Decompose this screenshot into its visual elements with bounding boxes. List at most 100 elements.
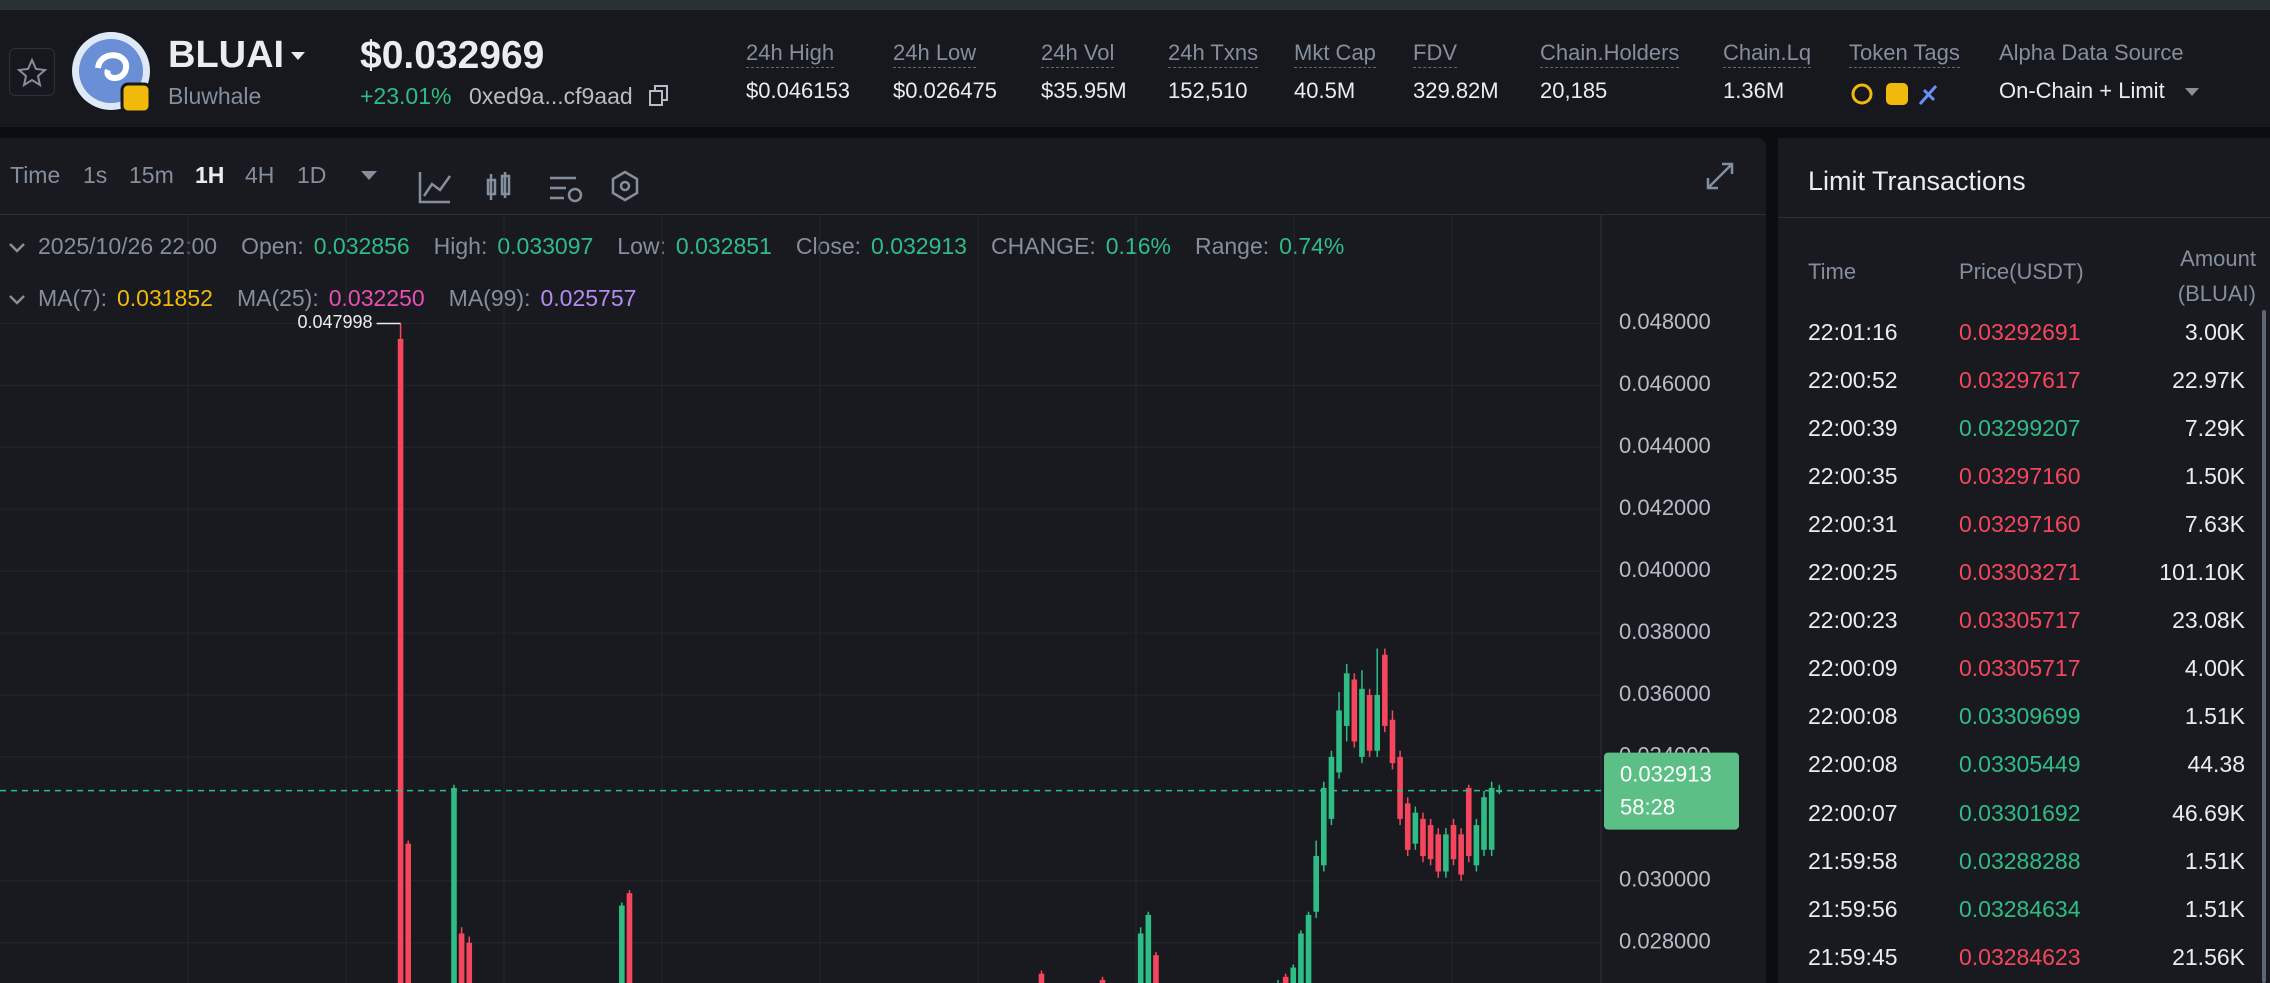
candle-body [1488, 787, 1495, 850]
legend-label: Close: [795, 233, 862, 259]
trade-price: 0.03292691 [1959, 318, 2081, 345]
trade-price: 0.03297617 [1959, 366, 2081, 393]
interval-caret [361, 171, 377, 180]
ma-value: 0.031852 [117, 285, 213, 311]
trade-time: 22:00:52 [1808, 366, 1898, 393]
legend-carets [9, 243, 25, 305]
stat-label-text: Mkt Cap [1294, 40, 1376, 68]
candle-body [1412, 812, 1419, 844]
legend-label: CHANGE: [990, 233, 1096, 259]
stat-label-text: 24h Txns [1168, 40, 1259, 68]
legend-value: 0.032856 [313, 233, 410, 259]
favorite-button[interactable] [9, 48, 55, 96]
ma-value: 0.032250 [328, 285, 425, 311]
candle-body [1481, 797, 1487, 850]
stat-value: 1.36M [1723, 78, 1785, 103]
interval-button[interactable]: 1H [195, 162, 225, 188]
token-tag-icons [1851, 83, 1938, 105]
legend-value: 0.032851 [675, 233, 772, 259]
trade-time: 22:00:07 [1808, 799, 1898, 826]
trade-price: 0.03284634 [1959, 895, 2081, 922]
toolbar-icons [418, 170, 639, 204]
expand-icon[interactable] [1704, 160, 1736, 192]
scrollbar[interactable] [2262, 310, 2266, 983]
trade-amount: 46.69K [2172, 799, 2245, 826]
candlestick-chart: 0.048000 0.046000 0.044000 0.042000 0.040000… [0, 215, 1739, 983]
last-price-label: 0.032913 [1620, 761, 1712, 786]
stat-value: $35.95M [1041, 78, 1127, 103]
candle-body [1397, 756, 1403, 819]
trade-amount: 1.51K [2184, 703, 2245, 730]
countdown: 58:28 [1620, 794, 1675, 819]
stat-label: FDV [1413, 40, 1457, 68]
trade-amount: 3.00K [2184, 318, 2245, 345]
candle-body [397, 338, 404, 983]
toolbar-divider [0, 214, 1766, 215]
candle-body [405, 843, 412, 983]
time-label: Time [10, 162, 61, 188]
candle-body [1282, 976, 1289, 983]
trade-time: 22:00:08 [1808, 751, 1898, 778]
interval-button[interactable]: 4H [245, 162, 275, 188]
copy-icon[interactable] [648, 84, 670, 108]
candle-body [1389, 719, 1396, 764]
candle-body [1450, 825, 1457, 860]
trade-row: 22:00:25 0.03303271 101.10K [1808, 549, 2245, 597]
trade-row: 22:00:07 0.03301692 46.69K [1808, 789, 2245, 837]
col-amount: Amount (BLUAI) [2177, 246, 2256, 306]
tags-label: Token Tags [1849, 40, 1960, 68]
candle-body [1465, 787, 1472, 857]
legend-value: 0.033097 [497, 233, 594, 259]
candle-date: 2025/10/26 22:00 [38, 233, 218, 259]
interval-button[interactable]: 1s [83, 162, 108, 188]
candle-body [1153, 955, 1159, 983]
col-price: Price(USDT) [1959, 259, 2084, 284]
stat-label: 24h High [746, 40, 835, 68]
trade-row: 21:59:45 0.03284623 21.56K [1808, 933, 2245, 981]
candle-body [1038, 973, 1045, 983]
ma-label: MA(99): [448, 285, 531, 311]
candle-body [1145, 914, 1152, 983]
trade-amount: 21.56K [2172, 943, 2245, 970]
interval-button[interactable]: 15m [129, 162, 174, 188]
candle-body [466, 942, 473, 983]
trade-row: 21:59:58 0.03288288 1.51K [1808, 837, 2245, 885]
trade-time: 21:59:45 [1808, 943, 1898, 970]
candle-body [1328, 756, 1335, 819]
trade-time: 22:01:16 [1808, 318, 1898, 345]
interval-button[interactable]: 1D [297, 162, 327, 188]
candle-body [1427, 825, 1434, 860]
trade-row: 22:00:35 0.03297160 1.50K [1808, 452, 2245, 500]
trade-amount: 1.51K [2184, 847, 2245, 874]
symbol[interactable]: BLUAI [168, 34, 285, 76]
stat-value: 152,510 [1168, 78, 1248, 103]
trade-time: 22:00:23 [1808, 607, 1898, 634]
ohlc-legend: 2025/10/26 22:00 Open: 0.032856 High: 0.0330… [38, 233, 1358, 260]
trade-time: 22:00:31 [1808, 510, 1898, 537]
source-value[interactable]: On-Chain + Limit [1999, 78, 2165, 103]
candle-body [619, 905, 625, 983]
contract-address: 0xed9a...cf9aad [469, 83, 633, 109]
star-icon [16, 57, 48, 88]
candle-body [1458, 834, 1464, 875]
source-caret [2185, 88, 2199, 96]
col-time: Time [1808, 259, 1857, 284]
candle-body [1359, 688, 1365, 757]
trade-price: 0.03303271 [1959, 559, 2081, 585]
grid: 0.048000 0.046000 0.044000 0.042000 0.040000… [0, 215, 1711, 983]
legend-value: 0.032913 [871, 233, 967, 259]
stat-label: Chain.Lq [1723, 40, 1812, 68]
token-name: Bluwhale [168, 83, 262, 109]
candle-body [1443, 834, 1449, 872]
stat-label: Chain.Holders [1540, 40, 1680, 68]
trade-price: 0.03284623 [1959, 943, 2081, 970]
trade-row: 22:00:23 0.03305717 23.08K [1808, 597, 2245, 645]
y-tick-label: 0.036000 [1619, 681, 1711, 706]
stat-label-text: FDV [1413, 40, 1457, 68]
trade-time: 22:00:08 [1808, 703, 1898, 730]
ma-value: 0.025757 [540, 285, 637, 311]
trades-title: Limit Transactions [1808, 166, 2026, 196]
source-label: Alpha Data Source [1999, 40, 2184, 65]
tags-label-text: Token Tags [1849, 40, 1960, 68]
trade-row: 22:00:09 0.03305717 4.00K [1808, 645, 2245, 693]
